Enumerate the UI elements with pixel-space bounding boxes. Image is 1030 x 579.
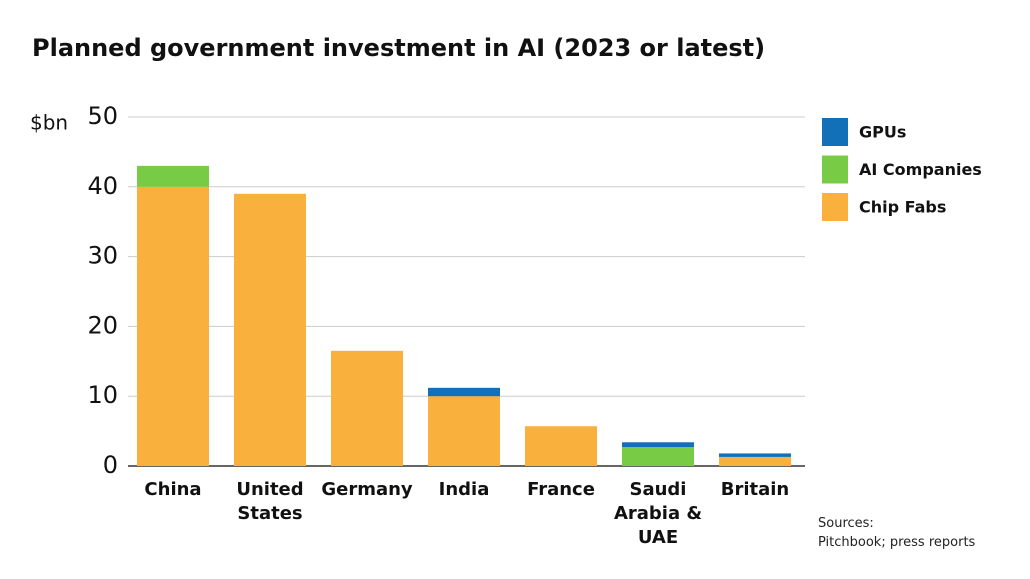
y-tick-label: 50 [87, 102, 118, 130]
chart-title: Planned government investment in AI (202… [32, 34, 766, 62]
x-tick-label: China [144, 479, 202, 500]
legend-swatch [822, 155, 848, 184]
bar-segment [719, 453, 791, 457]
bar-segment [331, 350, 403, 466]
x-tick-label: Saudi Arabia & UAE [613, 479, 703, 548]
y-tick-label: 40 [87, 172, 118, 200]
legend-label: GPUs [859, 123, 906, 142]
bar-segment [137, 165, 209, 187]
y-tick-label: 30 [87, 242, 118, 270]
x-tick-label: France [527, 479, 595, 500]
source: Pitchbook; press reports [818, 535, 976, 550]
bar-segment [137, 186, 209, 467]
bar-segment [719, 456, 791, 466]
legend-swatch [822, 193, 848, 221]
bar-segment [622, 442, 694, 448]
bar-segment [622, 447, 694, 466]
bar-segment [428, 387, 500, 397]
legend-label: Chip Fabs [859, 198, 946, 217]
legend-swatch [822, 118, 848, 146]
source-label: Sources: [818, 516, 874, 531]
y-tick-label: 10 [87, 381, 118, 409]
legend-label: AI Companies [859, 160, 982, 179]
x-tick-label: United States [236, 479, 304, 524]
y-axis-label: $bn [30, 111, 68, 135]
x-tick-label: Germany [321, 479, 413, 500]
x-tick-label: Britain [720, 479, 790, 500]
y-tick-label: 20 [87, 311, 118, 339]
y-tick-label: 0 [103, 451, 118, 479]
bar-segment [525, 426, 597, 466]
bar-segment [428, 396, 500, 466]
x-tick-label: India [438, 479, 490, 500]
bar-segment [234, 193, 306, 466]
